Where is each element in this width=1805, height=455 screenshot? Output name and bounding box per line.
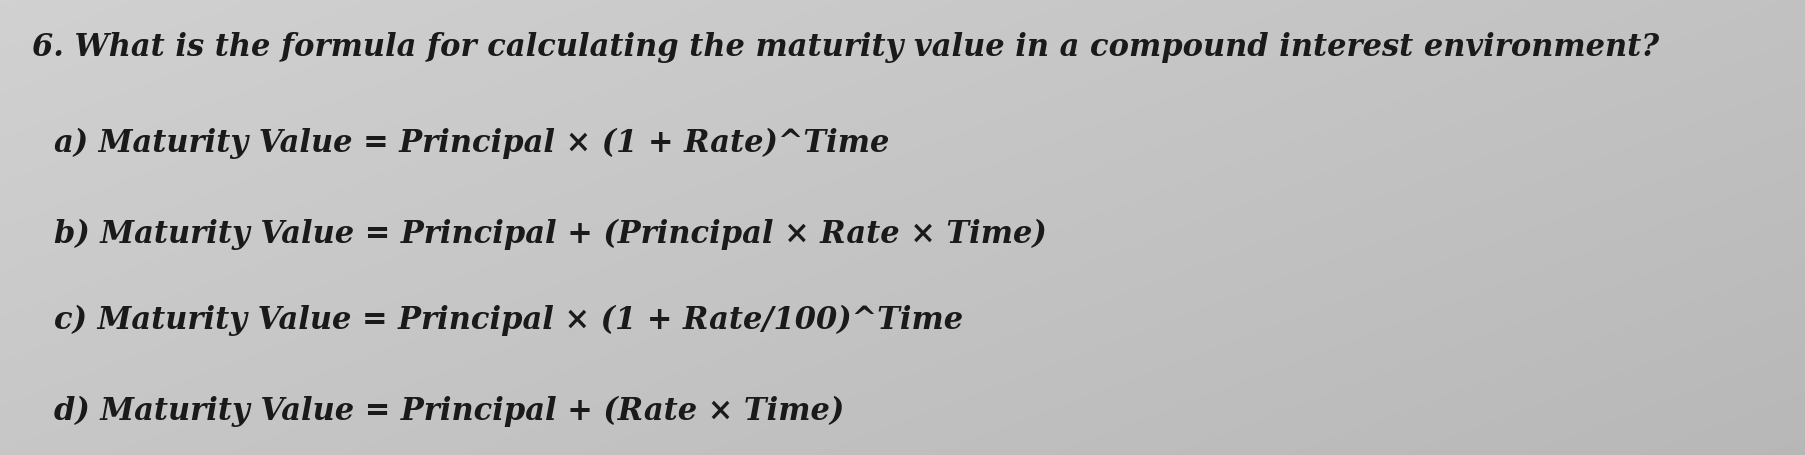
Text: a) Maturity Value = Principal × (1 + Rate)^Time: a) Maturity Value = Principal × (1 + Rat… xyxy=(54,127,890,159)
Text: 6. What is the formula for calculating the maturity value in a compound interest: 6. What is the formula for calculating t… xyxy=(32,32,1659,63)
Text: c) Maturity Value = Principal × (1 + Rate/100)^Time: c) Maturity Value = Principal × (1 + Rat… xyxy=(54,305,964,336)
Text: d) Maturity Value = Principal + (Rate × Time): d) Maturity Value = Principal + (Rate × … xyxy=(54,396,845,427)
Text: b) Maturity Value = Principal + (Principal × Rate × Time): b) Maturity Value = Principal + (Princip… xyxy=(54,218,1047,250)
